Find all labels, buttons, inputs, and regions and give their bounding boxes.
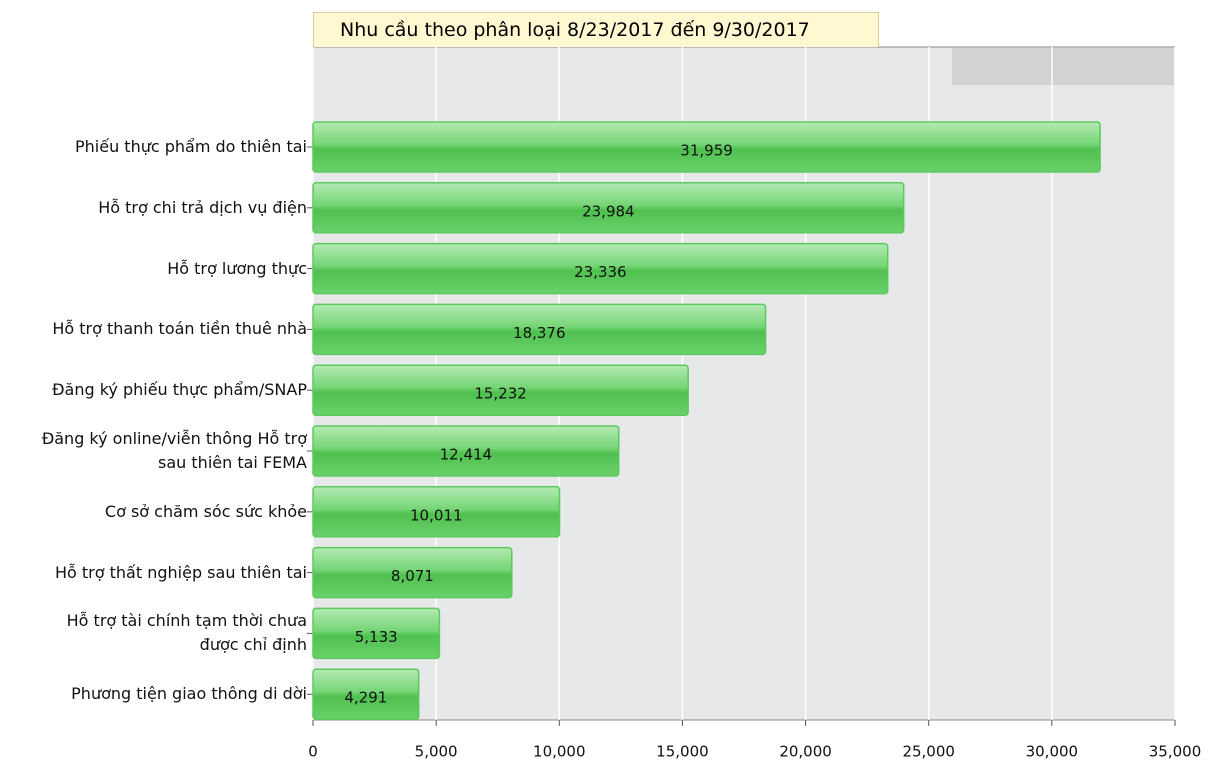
value-label: 12,414 bbox=[440, 446, 493, 464]
value-label: 23,984 bbox=[582, 202, 635, 220]
y-tick-label: Hỗ trợ tài chính tạm thời chưa được chỉ … bbox=[66, 611, 307, 655]
bar bbox=[312, 303, 767, 356]
bar bbox=[312, 182, 905, 234]
y-tick-label: Phiếu thực phẩm do thiên tai bbox=[75, 137, 307, 156]
y-tick-label: Hỗ trợ thất nghiệp sau thiên tai bbox=[55, 562, 307, 582]
bar bbox=[312, 486, 561, 538]
value-label: 18,376 bbox=[513, 324, 566, 342]
value-label: 5,133 bbox=[355, 628, 398, 646]
y-tick-label: Hỗ trợ thanh toán tiền thuê nhà bbox=[52, 319, 307, 339]
x-tick-label: 15,000 bbox=[656, 743, 709, 761]
y-tick-label: Hỗ trợ lương thực bbox=[167, 258, 307, 278]
value-label: 10,011 bbox=[410, 506, 463, 524]
y-tick-label: Cơ sở chăm sóc sức khỏe bbox=[104, 501, 307, 521]
y-tick-label: Phương tiện giao thông di dời bbox=[71, 684, 307, 704]
bar bbox=[312, 546, 513, 599]
chart-title: Nhu cầu theo phân loại 8/23/2017 đến 9/3… bbox=[313, 12, 879, 47]
x-tick-label: 0 bbox=[308, 743, 318, 761]
value-label: 4,291 bbox=[344, 689, 387, 707]
bar bbox=[312, 121, 1101, 173]
value-label: 15,232 bbox=[474, 385, 527, 403]
overlay bbox=[952, 48, 1174, 85]
bar bbox=[312, 607, 441, 660]
y-tick-label: Hỗ trợ chi trả dịch vụ điện bbox=[98, 197, 307, 217]
bar bbox=[312, 364, 689, 416]
bar bbox=[312, 425, 620, 477]
bar bbox=[312, 668, 420, 720]
x-tick-label: 10,000 bbox=[533, 743, 586, 761]
x-tick-label: 35,000 bbox=[1149, 743, 1202, 761]
x-tick-label: 5,000 bbox=[415, 743, 458, 761]
bar bbox=[312, 242, 889, 295]
x-tick-label: 30,000 bbox=[1026, 743, 1079, 761]
value-label: 23,336 bbox=[574, 263, 627, 281]
x-tick-label: 20,000 bbox=[779, 743, 832, 761]
value-label: 31,959 bbox=[680, 142, 733, 160]
x-tick-label: 25,000 bbox=[902, 743, 955, 761]
y-tick-label: Đăng ký phiếu thực phẩm/SNAP bbox=[52, 380, 307, 400]
y-tick-label: Đăng ký online/viễn thông Hỗ trợ sau thi… bbox=[41, 429, 307, 472]
value-label: 8,071 bbox=[391, 567, 434, 585]
